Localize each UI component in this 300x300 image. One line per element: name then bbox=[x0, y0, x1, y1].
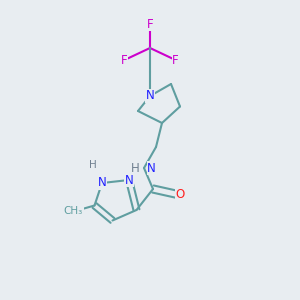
Text: O: O bbox=[176, 188, 184, 202]
Text: N: N bbox=[124, 173, 134, 187]
Text: N: N bbox=[146, 89, 154, 103]
Text: F: F bbox=[121, 53, 128, 67]
Text: F: F bbox=[147, 17, 153, 31]
Text: F: F bbox=[172, 53, 179, 67]
Text: N: N bbox=[98, 176, 106, 190]
Text: H: H bbox=[89, 160, 97, 170]
Text: N: N bbox=[147, 161, 156, 175]
Text: H: H bbox=[130, 161, 140, 175]
Text: CH₃: CH₃ bbox=[64, 206, 83, 217]
